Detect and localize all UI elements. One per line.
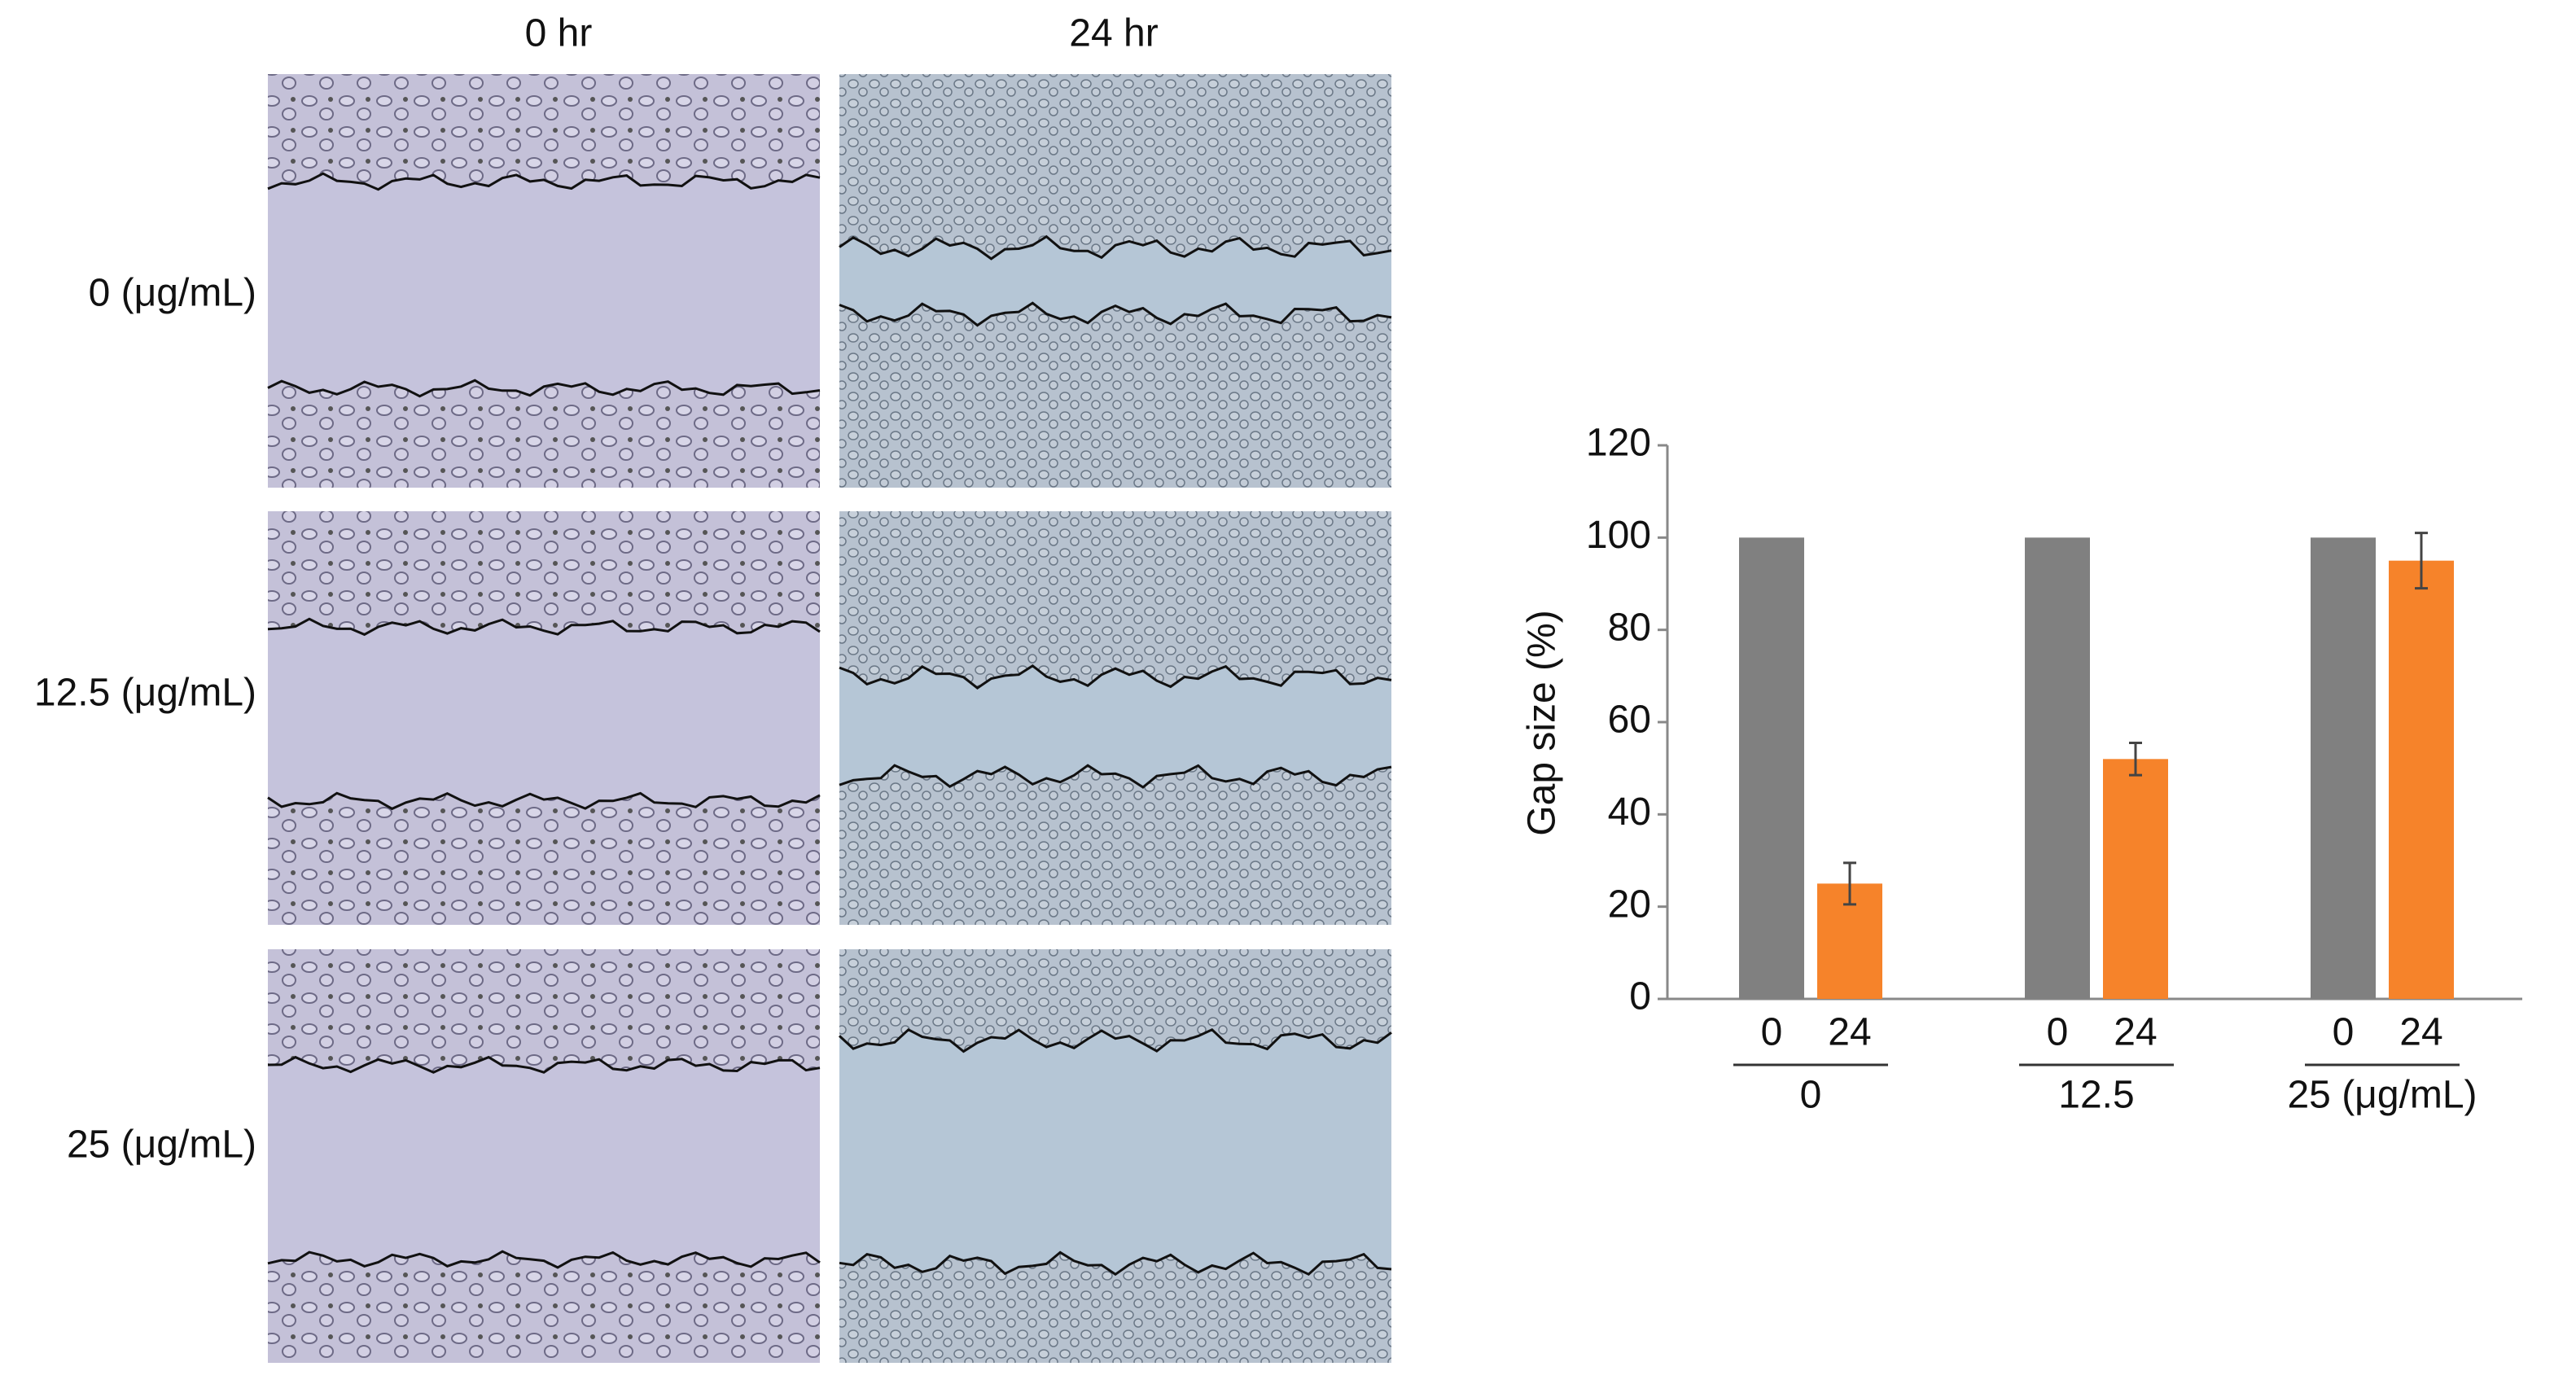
wound-gap: [839, 665, 1391, 787]
wound-edge: [839, 1250, 1392, 1277]
wound-edge: [267, 791, 821, 811]
bar: [2103, 759, 2168, 999]
bar: [2025, 537, 2090, 999]
error-bar: [1843, 861, 1856, 906]
wound-gap: [839, 1029, 1391, 1275]
bar: [2311, 537, 2376, 999]
wound-edge: [267, 1250, 821, 1269]
wound-edge: [839, 764, 1392, 789]
y-tick-label: 80: [1608, 606, 1651, 649]
bar-label: 0: [1761, 1011, 1783, 1054]
x-tick-label: 25 (μg/mL): [2287, 1074, 2477, 1117]
bar-label: 24: [2114, 1011, 2157, 1054]
y-tick-label: 0: [1629, 975, 1651, 1018]
bar: [1739, 537, 1804, 999]
x-tick-label: 0: [1800, 1074, 1822, 1117]
wound-edge: [267, 1055, 821, 1074]
wound-edge: [839, 664, 1392, 690]
wound-edge: [839, 301, 1392, 327]
y-tick-label: 120: [1586, 422, 1651, 465]
bar-label: 0: [2333, 1011, 2355, 1054]
wound-gap: [268, 173, 820, 396]
column-header: 24 hr: [1069, 12, 1158, 55]
micrographs: [267, 74, 1392, 1363]
wound-gap: [839, 236, 1391, 326]
row-label: 0 (μg/mL): [89, 272, 256, 315]
wound-gap: [268, 1057, 820, 1268]
wound-edge: [839, 234, 1392, 261]
y-axis-title: Gap size (%): [1521, 610, 1564, 835]
row-label: 25 (μg/mL): [67, 1123, 256, 1167]
y-tick-label: 60: [1608, 699, 1651, 742]
x-tick-label: 12.5: [2058, 1074, 2134, 1117]
bar-label: 24: [1828, 1011, 1871, 1054]
error-bar: [2415, 532, 2428, 590]
y-tick-label: 20: [1608, 883, 1651, 926]
wound-edge: [267, 172, 821, 191]
error-bar: [2129, 742, 2142, 777]
wound-edge: [267, 617, 821, 637]
wound-edge: [838, 1027, 1392, 1053]
bar-label: 0: [2047, 1011, 2069, 1054]
bar-label: 24: [2399, 1011, 2442, 1054]
row-label: 12.5 (μg/mL): [34, 672, 256, 715]
wound-gap: [268, 619, 820, 809]
wound-edge: [267, 379, 821, 398]
column-header: 0 hr: [525, 12, 593, 55]
y-tick-label: 40: [1608, 791, 1651, 834]
y-tick-label: 100: [1586, 514, 1651, 557]
bar: [2389, 560, 2454, 999]
